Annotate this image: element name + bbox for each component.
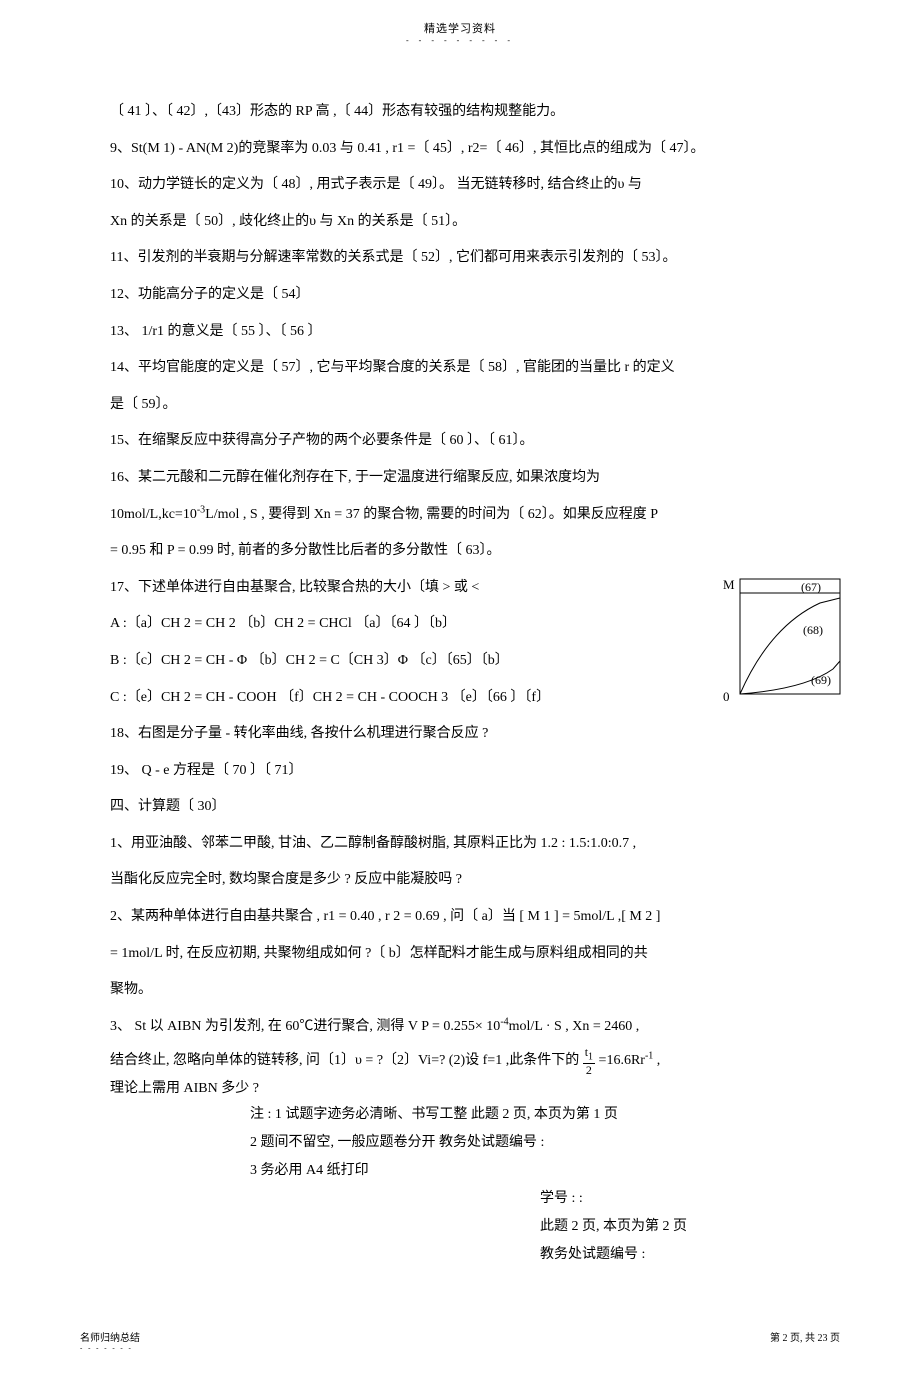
text-line: 17、下述单体进行自由基聚合, 比较聚合热的大小〔填 > 或 <: [110, 571, 850, 605]
text-line: 10、动力学链长的定义为〔 48〕, 用式子表示是〔 49〕。 当无链转移时, …: [110, 168, 850, 202]
text-line: 13、 1/r1 的意义是〔 55 〕、〔 56 〕: [110, 315, 850, 349]
text-line: C :〔e〕CH 2 = CH - COOH 〔f〕CH 2 = CH - CO…: [110, 681, 850, 715]
right-notes-block: 学号 : : 此题 2 页, 本页为第 2 页 教务处试题编号 :: [540, 1185, 850, 1269]
text-line: 18、右图是分子量 - 转化率曲线, 各按什么机理进行聚合反应 ?: [110, 717, 850, 751]
note-line: 此题 2 页, 本页为第 2 页: [540, 1213, 850, 1241]
note-line: 教务处试题编号 :: [540, 1241, 850, 1269]
text-line: 11、引发剂的半衰期与分解速率常数的关系式是〔 52〕, 它们都可用来表示引发剂…: [110, 241, 850, 275]
text-line: 16、某二元酸和二元醇在催化剂存在下, 于一定温度进行缩聚反应, 如果浓度均为: [110, 461, 850, 495]
text-line: 10mol/L,kc=10-3L/mol , S , 要得到 Xn = 37 的…: [110, 498, 850, 532]
superscript: -3: [197, 504, 205, 515]
text-span: 3、 St 以 AIBN 为引发剂, 在 60℃进行聚合, 测得 V P = 0…: [110, 1019, 500, 1034]
text-line: 是〔 59〕。: [110, 388, 850, 422]
footer-left-text: 名师归纳总结: [80, 1329, 140, 1344]
note-line: 2 题间不留空, 一般应题卷分开 教务处试题编号 :: [250, 1129, 850, 1157]
superscript: -4: [500, 1016, 508, 1027]
text-span: ,: [653, 1053, 660, 1068]
note-line: 注 : 1 试题字迹务必清晰、书写工整 此题 2 页, 本页为第 1 页: [250, 1101, 850, 1129]
text-line: 当酯化反应完全时, 数均聚合度是多少 ? 反应中能凝胶吗 ?: [110, 863, 850, 897]
content-body: 〔 41 〕、〔 42〕,〔43〕形态的 RP 高 ,〔 44〕形态有较强的结构…: [110, 95, 850, 1269]
text-line: 9、St(M 1) - AN(M 2)的竞聚率为 0.03 与 0.41 , r…: [110, 132, 850, 166]
text-line: 2、某两种单体进行自由基共聚合 , r1 = 0.40 , r 2 = 0.69…: [110, 900, 850, 934]
text-line: = 1mol/L 时, 在反应初期, 共聚物组成如何 ?〔 b〕怎样配料才能生成…: [110, 937, 850, 971]
fraction: t1 2: [583, 1046, 595, 1075]
notes-block: 注 : 1 试题字迹务必清晰、书写工整 此题 2 页, 本页为第 1 页 2 题…: [250, 1101, 850, 1185]
text-span: 结合终止, 忽略向单体的链转移, 问〔1〕υ = ?〔2〕Vi=? (2)设 f…: [110, 1053, 583, 1068]
section-heading: 四、计算题〔 30〕: [110, 790, 850, 824]
text-span: 10mol/L,kc=10: [110, 507, 197, 522]
text-line: 19、 Q - e 方程是〔 70 〕〔 71〕: [110, 754, 850, 788]
text-line: A :〔a〕CH 2 = CH 2 〔b〕CH 2 = CHCl 〔a〕〔64 …: [110, 607, 850, 641]
text-line: 1、用亚油酸、邻苯二甲酸, 甘油、乙二醇制备醇酸树脂, 其原料正比为 1.2 :…: [110, 827, 850, 861]
text-line: 3、 St 以 AIBN 为引发剂, 在 60℃进行聚合, 测得 V P = 0…: [110, 1010, 850, 1044]
text-line: 聚物。: [110, 973, 850, 1007]
chart-wrapper: M 0 (67) (68) (69) 17、下述单体进行自由基聚合, 比较聚合热…: [110, 571, 850, 751]
fraction-bottom: 2: [583, 1064, 595, 1076]
text-line: B :〔c〕CH 2 = CH - Φ 〔b〕CH 2 = C〔CH 3〕Φ 〔…: [110, 644, 850, 678]
footer-right: 第 2 页, 共 23 页: [770, 1329, 840, 1352]
footer-left-dots: - - - - - - -: [80, 1344, 140, 1352]
text-span: =16.6Rr: [599, 1053, 645, 1068]
footer-left: 名师归纳总结 - - - - - - -: [80, 1329, 140, 1352]
note-line: 学号 : :: [540, 1185, 850, 1213]
text-span: mol/L · S , Xn = 2460 ,: [509, 1019, 640, 1034]
header-dots: - - - - - - - - -: [60, 36, 860, 45]
text-line: = 0.95 和 P = 0.99 时, 前者的多分散性比后者的多分散性〔 63…: [110, 534, 850, 568]
text-span: L/mol , S , 要得到 Xn = 37 的聚合物, 需要的时间为〔 62…: [205, 507, 658, 522]
note-line: 3 务必用 A4 纸打印: [250, 1157, 850, 1185]
text-line: 12、功能高分子的定义是〔 54〕: [110, 278, 850, 312]
text-line: 理论上需用 AIBN 多少 ?: [110, 1079, 850, 1099]
page-footer: 名师归纳总结 - - - - - - - 第 2 页, 共 23 页: [60, 1329, 860, 1352]
text-line: 结合终止, 忽略向单体的链转移, 问〔1〕υ = ?〔2〕Vi=? (2)设 f…: [110, 1046, 850, 1075]
text-line: Xn 的关系是〔 50〕, 歧化终止的υ 与 Xn 的关系是〔 51〕。: [110, 205, 850, 239]
subscript: 1: [588, 1052, 593, 1063]
text-line: 15、在缩聚反应中获得高分子产物的两个必要条件是〔 60 〕、〔 61〕。: [110, 424, 850, 458]
text-line: 〔 41 〕、〔 42〕,〔43〕形态的 RP 高 ,〔 44〕形态有较强的结构…: [110, 95, 850, 129]
header-title: 精选学习资料: [60, 20, 860, 36]
text-line: 14、平均官能度的定义是〔 57〕, 它与平均聚合度的关系是〔 58〕, 官能团…: [110, 351, 850, 385]
page: 精选学习资料 - - - - - - - - - 〔 41 〕、〔 42〕,〔4…: [0, 0, 920, 1392]
fraction-top: t1: [583, 1046, 595, 1063]
